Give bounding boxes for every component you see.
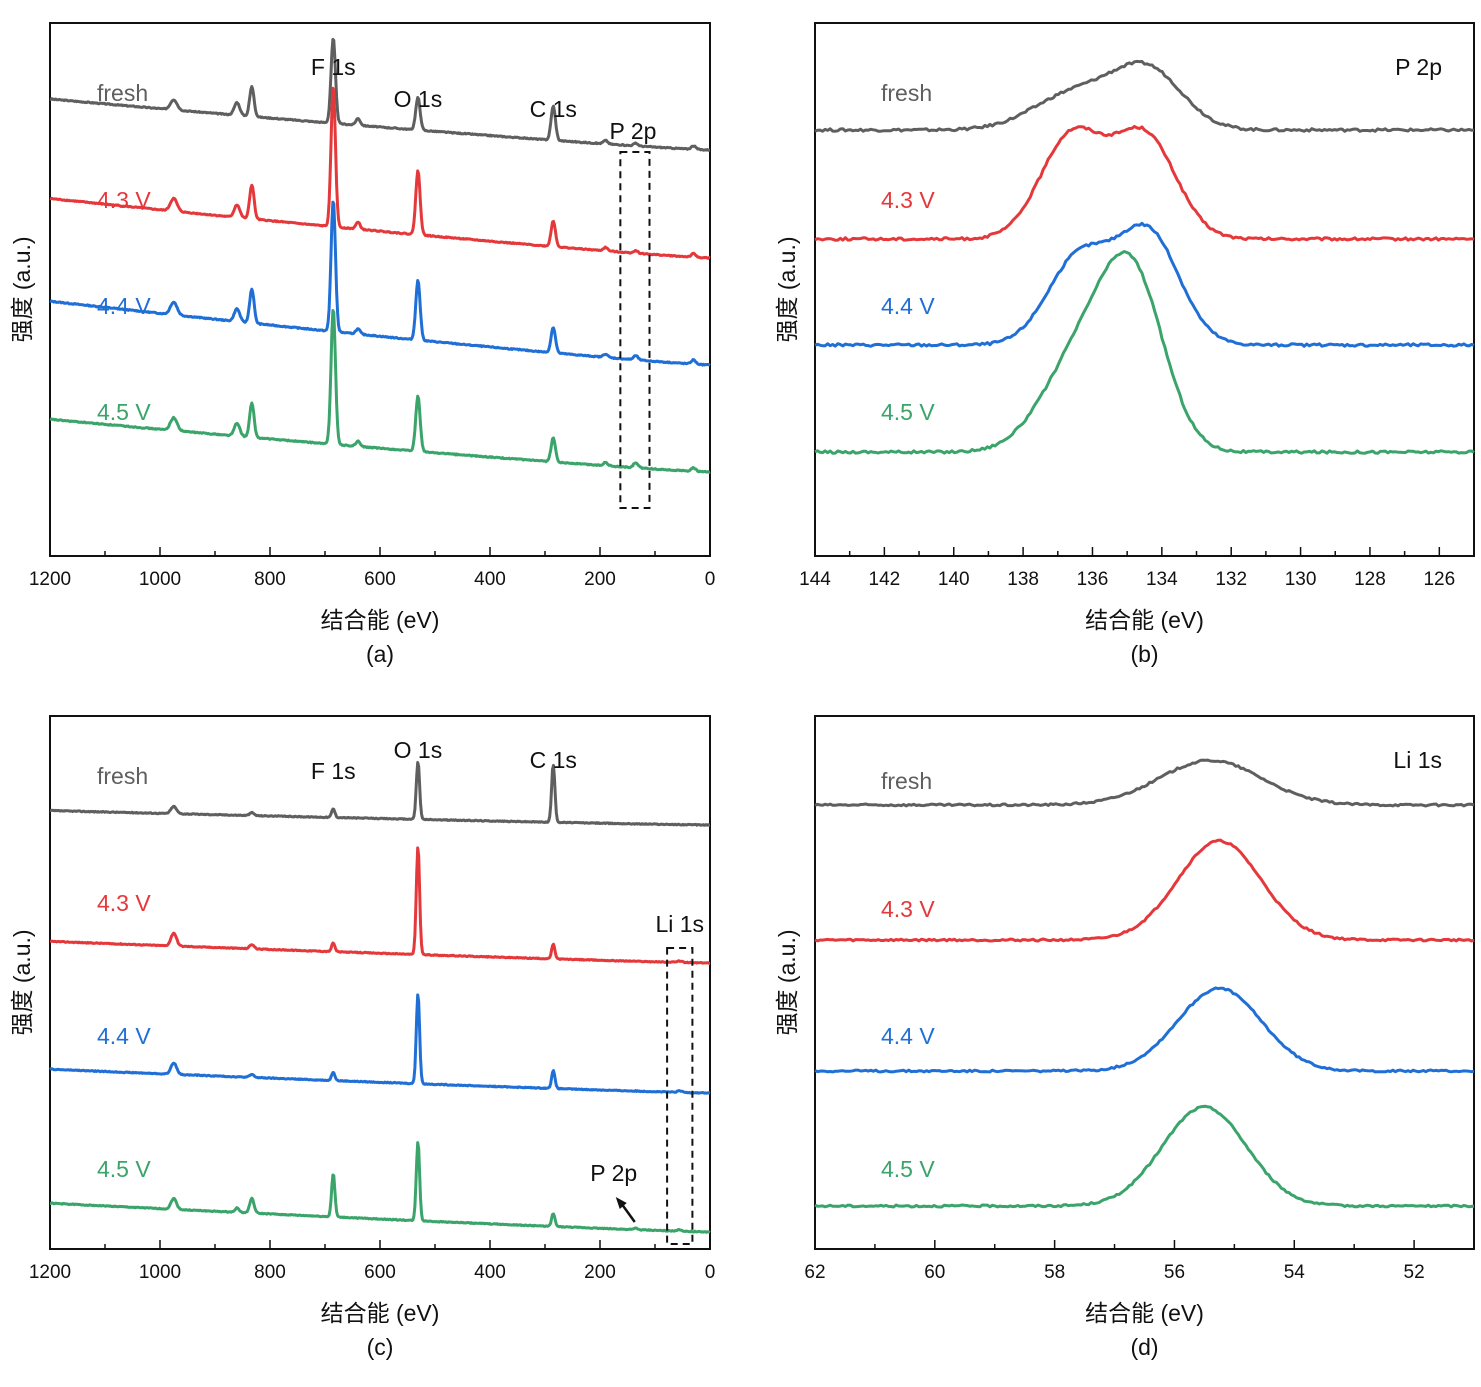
- x-tick-label: 128: [1354, 569, 1386, 590]
- y-axis-label: 强度 (a.u.): [774, 929, 800, 1035]
- peak-label: O 1s: [394, 737, 443, 763]
- x-tick-label: 200: [584, 569, 616, 590]
- peak-label: C 1s: [530, 747, 577, 773]
- highlight-box: [666, 947, 694, 1245]
- plot-frame: [814, 715, 1475, 1250]
- x-axis-label: 结合能 (eV): [321, 1300, 440, 1326]
- x-tick-label: 0: [705, 1262, 716, 1283]
- panel-d: 62 60 58 56 54 52 结合能 (eV) (d) 强度 (a.u.) Li 1s fre…: [774, 715, 1475, 1360]
- x-tick-label: 60: [924, 1262, 945, 1283]
- peak-label: F 1s: [311, 758, 356, 784]
- series-line-4_5V: [49, 309, 711, 474]
- peak-label: F 1s: [311, 54, 356, 80]
- series-label: 4.5 V: [881, 399, 935, 425]
- panel-c: 1200 1000 800 600 400 200 0 结合能 (eV) (c) 强度 (a.u.…: [9, 715, 716, 1360]
- y-axis-label: 强度 (a.u.): [774, 236, 800, 342]
- series-label: 4.3 V: [881, 896, 935, 922]
- series-line-fresh: [814, 758, 1475, 808]
- x-axis-label: 结合能 (eV): [1085, 1300, 1204, 1326]
- y-axis-label: 强度 (a.u.): [9, 929, 35, 1035]
- x-tick-label: 134: [1146, 569, 1178, 590]
- peak-label: C 1s: [530, 96, 577, 122]
- x-tick-label: 136: [1077, 569, 1109, 590]
- x-tick-label: 140: [938, 569, 970, 590]
- x-tick-label: 600: [364, 569, 396, 590]
- series-label: fresh: [97, 80, 148, 106]
- x-tick-label: 56: [1164, 1262, 1185, 1283]
- x-tick-label: 1000: [139, 1262, 181, 1283]
- x-tick-label: 400: [474, 569, 506, 590]
- series-line-4_5V: [49, 1141, 711, 1234]
- series-line-4_4V: [814, 986, 1475, 1074]
- x-tick-label: 1200: [29, 569, 71, 590]
- series-label: 4.3 V: [97, 890, 151, 916]
- series-line-4_3V: [814, 124, 1475, 242]
- series-label: 4.5 V: [97, 1156, 151, 1182]
- panel-a: 1200 1000 800 600 400 200 0 结合能 (eV) (a) 强度 (a.u.…: [9, 22, 716, 667]
- series-label: 4.3 V: [881, 187, 935, 213]
- x-tick-label: 54: [1284, 1262, 1306, 1283]
- series-line-4_4V: [49, 993, 711, 1095]
- x-tick-label: 130: [1285, 569, 1317, 590]
- arrow-head-icon: [615, 1197, 627, 1209]
- x-tick-label: 800: [254, 1262, 286, 1283]
- x-tick-label: 200: [584, 1262, 616, 1283]
- plot-frame: [814, 22, 1475, 557]
- series-label: fresh: [881, 80, 932, 106]
- x-axis-label: 结合能 (eV): [1085, 607, 1204, 633]
- peak-label: Li 1s: [655, 911, 704, 937]
- x-tick-label: 400: [474, 1262, 506, 1283]
- series-label: 4.3 V: [97, 187, 151, 213]
- series-label: fresh: [881, 768, 932, 794]
- panel-label: (b): [1130, 641, 1158, 667]
- x-tick-label: 142: [869, 569, 901, 590]
- peak-label: P 2p: [610, 118, 657, 144]
- panel-title: Li 1s: [1393, 747, 1442, 773]
- series-line-4_4V: [49, 200, 711, 367]
- plot-frame: [49, 22, 711, 557]
- series-label: 4.5 V: [881, 1156, 935, 1182]
- arrow-annotation-label: P 2p: [590, 1160, 637, 1186]
- series-line-4_3V: [49, 86, 711, 260]
- x-tick-label: 58: [1044, 1262, 1065, 1283]
- series-line-fresh: [814, 59, 1475, 133]
- x-tick-label: 800: [254, 569, 286, 590]
- panel-label: (a): [366, 641, 394, 667]
- panel-b: 144 142 140 138 136 134 132 130 128 126 结合能 (eV) (b…: [774, 22, 1475, 667]
- series-line-4_5V: [814, 1104, 1475, 1209]
- x-tick-label: 0: [705, 569, 716, 590]
- x-tick-label: 126: [1423, 569, 1455, 590]
- arrow-line: [620, 1203, 636, 1223]
- x-tick-label: 600: [364, 1262, 396, 1283]
- x-axis-label: 结合能 (eV): [321, 607, 440, 633]
- panel-title: P 2p: [1395, 54, 1442, 80]
- series-line-4_4V: [814, 221, 1475, 348]
- series-line-4_3V: [49, 846, 711, 965]
- x-tick-label: 144: [799, 569, 831, 590]
- series-line-4_5V: [814, 250, 1475, 455]
- x-tick-label: 1200: [29, 1262, 71, 1283]
- series-line-fresh: [49, 37, 711, 152]
- y-axis-label: 强度 (a.u.): [9, 236, 35, 342]
- series-label: fresh: [97, 763, 148, 789]
- highlight-box: [619, 151, 651, 509]
- panel-label: (d): [1130, 1334, 1158, 1360]
- x-tick-label: 1000: [139, 569, 181, 590]
- series-label: 4.4 V: [881, 293, 935, 319]
- peak-label: O 1s: [394, 86, 443, 112]
- x-tick-label: 132: [1215, 569, 1247, 590]
- series-line-4_3V: [814, 838, 1475, 943]
- series-label: 4.5 V: [97, 399, 151, 425]
- series-label: 4.4 V: [881, 1023, 935, 1049]
- series-label: 4.4 V: [97, 293, 151, 319]
- x-tick-label: 138: [1007, 569, 1039, 590]
- x-tick-label: 62: [804, 1262, 825, 1283]
- x-tick-label: 52: [1404, 1262, 1425, 1283]
- panel-label: (c): [367, 1334, 394, 1360]
- series-label: 4.4 V: [97, 1023, 151, 1049]
- series-line-fresh: [49, 761, 711, 827]
